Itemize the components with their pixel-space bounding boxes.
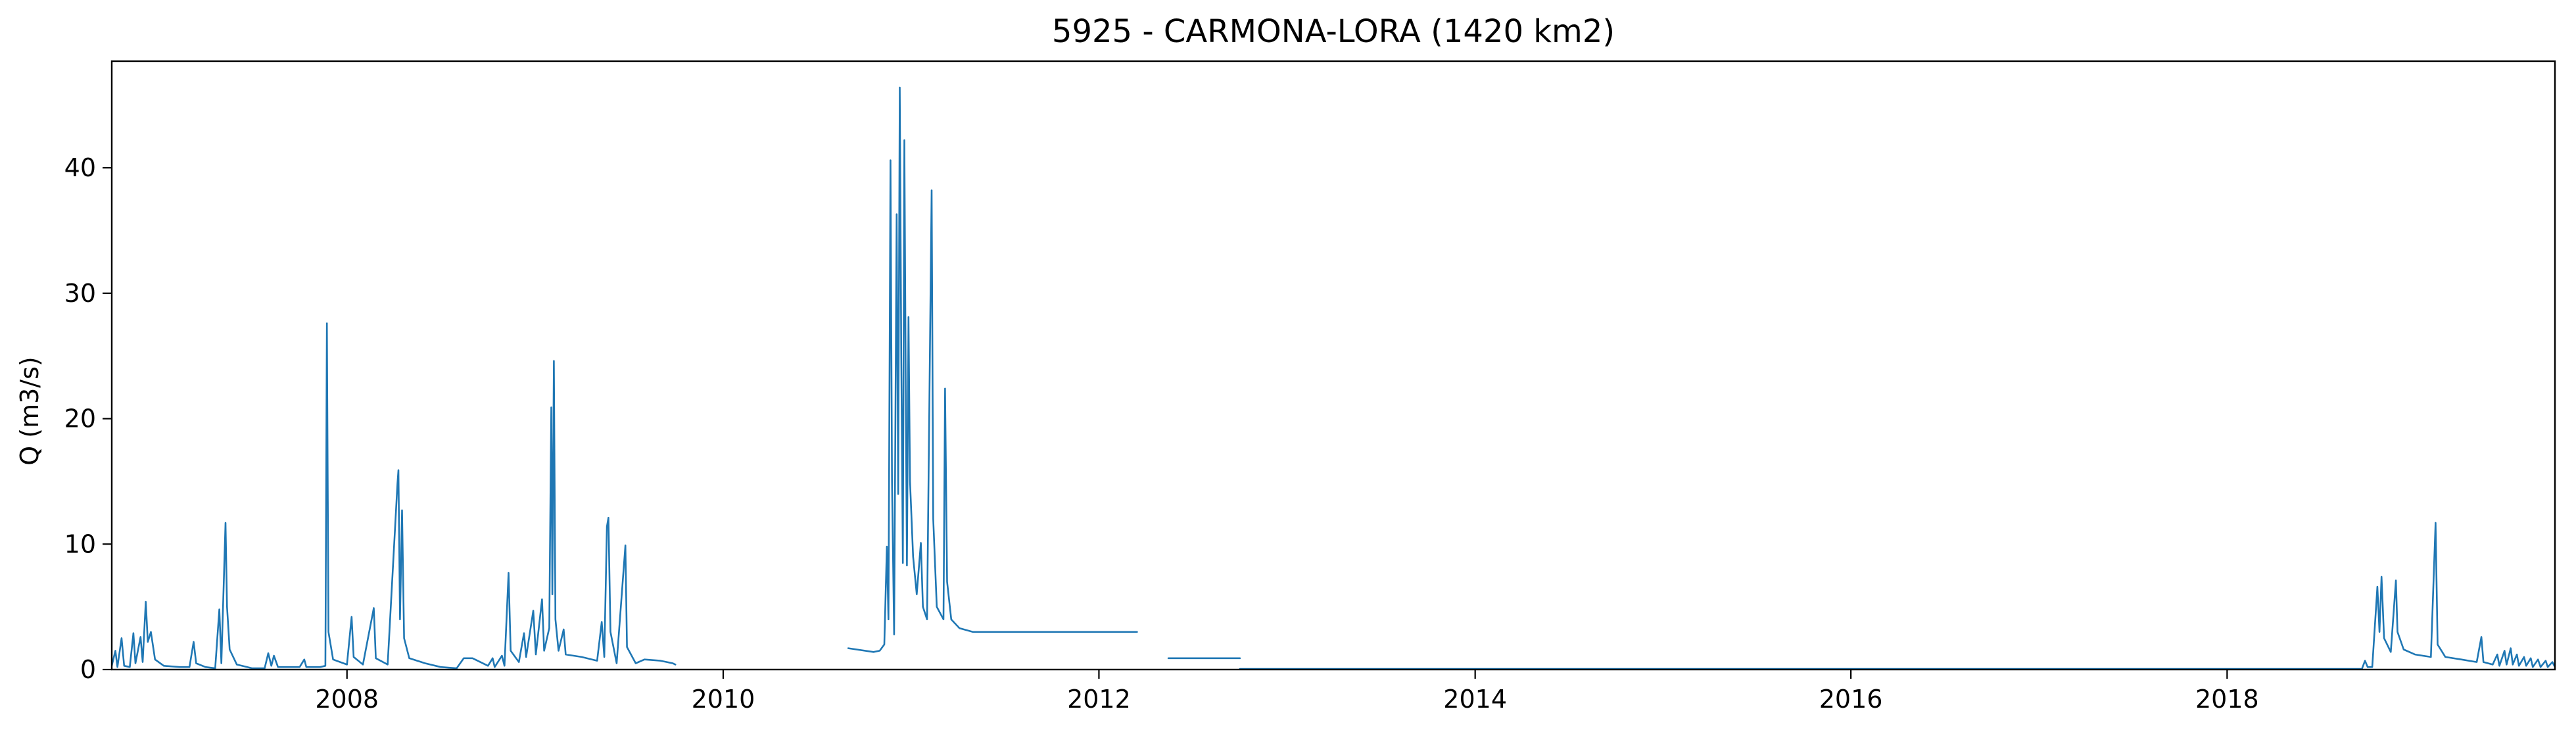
x-tick-label: 2010 bbox=[692, 685, 755, 714]
y-tick-label: 30 bbox=[64, 279, 96, 308]
y-tick-label: 40 bbox=[64, 153, 96, 182]
x-tick-label: 2016 bbox=[1819, 685, 1883, 714]
plot-area: 2008 2010 2012 2014 2016 2018 0 10 20 30 40 bbox=[64, 60, 2556, 714]
x-tick-label: 2008 bbox=[315, 685, 379, 714]
y-tick-label: 20 bbox=[64, 404, 96, 433]
chart-title: 5925 - CARMONA-LORA (1420 km2) bbox=[1052, 13, 1615, 50]
y-tick-label: 10 bbox=[64, 529, 96, 558]
y-axis: 0 10 20 30 40 bbox=[64, 153, 112, 684]
series-line-segment-2 bbox=[847, 86, 1138, 653]
y-axis-label: Q (m3/s) bbox=[15, 356, 44, 465]
series-line-segment-1 bbox=[112, 322, 677, 670]
x-axis: 2008 2010 2012 2014 2016 2018 bbox=[315, 670, 2259, 714]
x-tick-label: 2018 bbox=[2195, 685, 2259, 714]
x-tick-label: 2012 bbox=[1067, 685, 1131, 714]
series-line-segment-4 bbox=[1239, 522, 2555, 670]
series-layer bbox=[112, 86, 2555, 670]
axes-frame bbox=[110, 60, 2556, 671]
y-tick-label: 0 bbox=[80, 655, 96, 684]
x-tick-label: 2014 bbox=[1443, 685, 1507, 714]
